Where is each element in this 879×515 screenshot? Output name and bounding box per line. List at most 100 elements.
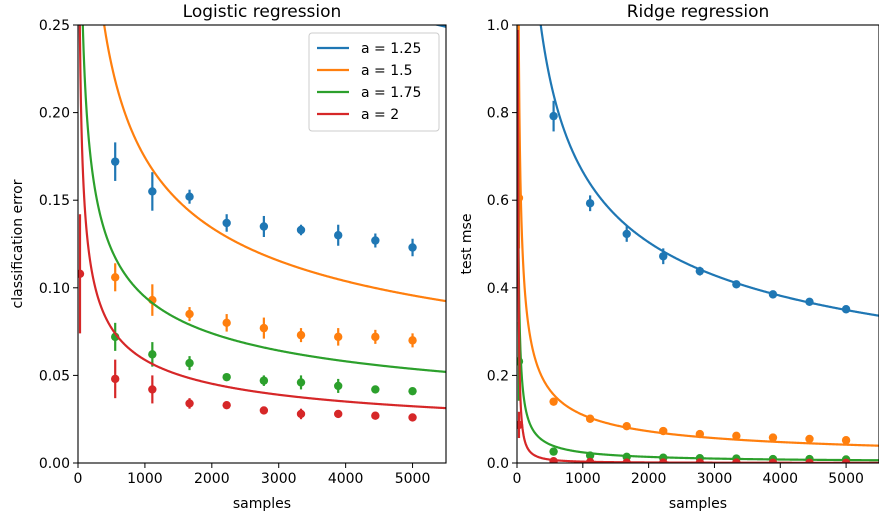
data-point-series-3-0 bbox=[517, 420, 524, 430]
y-tick-label: 0.05 bbox=[39, 368, 70, 384]
data-point-series-3-3 bbox=[185, 399, 194, 408]
data-point-series-2-7 bbox=[371, 385, 380, 394]
data-point-series-1-4 bbox=[259, 323, 269, 333]
y-axis-label: classification error bbox=[10, 179, 26, 308]
data-point-series-3-3 bbox=[622, 458, 631, 463]
legend-label-series-0: a = 1.25 bbox=[361, 41, 421, 57]
chart-title: Logistic regression bbox=[183, 2, 342, 22]
data-point-series-3-0 bbox=[78, 269, 85, 278]
data-point-series-0-8 bbox=[841, 305, 851, 314]
data-point-series-0-7 bbox=[805, 297, 814, 307]
plot-area bbox=[78, 25, 446, 422]
data-point-series-3-6 bbox=[732, 458, 741, 463]
fit-curve-series-1 bbox=[517, 25, 879, 447]
data-point-series-0-1 bbox=[585, 199, 595, 208]
data-point-series-2-4 bbox=[259, 376, 269, 385]
data-point-series-2-2 bbox=[585, 451, 595, 460]
data-point-series-0-2 bbox=[622, 229, 631, 239]
data-point-series-0-6 bbox=[768, 290, 778, 299]
data-point-series-2-2 bbox=[185, 358, 194, 368]
x-axis-label: samples bbox=[233, 496, 291, 512]
ridge-regression-panel: 0 1000 2000 3000 4000 5000 0.0 0.2 0.4 0.6 0.8 1.0 R… bbox=[459, 2, 879, 512]
x-tick-label: 0 bbox=[74, 471, 83, 487]
x-tick-label: 3000 bbox=[261, 471, 297, 487]
legend-label-series-2: a = 1.75 bbox=[361, 85, 421, 101]
y-tick-label: 0.0 bbox=[487, 456, 509, 472]
data-point-series-2-1 bbox=[148, 350, 157, 359]
data-point-series-1-4 bbox=[659, 426, 668, 436]
plot-area bbox=[517, 25, 879, 463]
data-point-series-0-4 bbox=[695, 266, 705, 276]
legend-label-series-1: a = 1.5 bbox=[361, 63, 412, 79]
y-tick-label: 0.25 bbox=[39, 18, 70, 34]
x-tick-label: 2000 bbox=[194, 471, 230, 487]
data-point-series-1-6 bbox=[732, 431, 741, 441]
y-tick-label: 1.0 bbox=[487, 18, 509, 34]
data-point-series-0-7 bbox=[371, 236, 380, 245]
data-point-series-3-2 bbox=[585, 457, 595, 463]
data-point-series-0-3 bbox=[222, 218, 231, 228]
data-point-series-1-7 bbox=[371, 332, 380, 342]
y-tick-label: 0.2 bbox=[487, 368, 509, 384]
x-tick-label: 2000 bbox=[631, 471, 667, 487]
data-point-series-1-8 bbox=[408, 336, 417, 345]
legend: a = 1.25 a = 1.5 a = 1.75 a = 2 bbox=[308, 32, 440, 132]
data-point-series-1-2 bbox=[185, 309, 194, 319]
x-tick-label: 4000 bbox=[762, 471, 798, 487]
data-point-series-1-8 bbox=[805, 434, 814, 444]
y-tick-label: 0.10 bbox=[39, 281, 70, 297]
data-point-series-1-1 bbox=[549, 397, 558, 406]
legend-label-series-3: a = 2 bbox=[361, 107, 399, 123]
data-point-series-3-8 bbox=[805, 458, 814, 463]
y-tick-label: 0.4 bbox=[487, 281, 509, 297]
data-point-series-3-1 bbox=[549, 457, 558, 463]
x-axis-label: samples bbox=[669, 496, 727, 512]
data-point-series-3-7 bbox=[768, 458, 778, 463]
axes-frame bbox=[77, 24, 447, 464]
y-tick-label: 0.15 bbox=[39, 193, 70, 209]
data-point-series-1-5 bbox=[296, 330, 306, 340]
legend-box bbox=[308, 32, 440, 132]
data-point-series-2-1 bbox=[549, 447, 558, 456]
data-point-series-3-4 bbox=[659, 458, 668, 463]
data-point-series-0-4 bbox=[259, 222, 269, 231]
data-point-series-1-0 bbox=[111, 273, 120, 282]
data-point-series-3-9 bbox=[408, 413, 417, 422]
data-point-series-0-5 bbox=[296, 225, 306, 235]
data-point-series-0-1 bbox=[148, 187, 157, 196]
data-point-series-3-9 bbox=[841, 458, 851, 463]
y-tick-label: 0.8 bbox=[487, 106, 509, 122]
x-tick-label: 5000 bbox=[828, 471, 864, 487]
y-tick-label: 0.00 bbox=[39, 456, 70, 472]
data-point-series-2-6 bbox=[334, 381, 343, 391]
data-point-series-3-6 bbox=[296, 409, 306, 419]
x-tick-label: 1000 bbox=[127, 471, 163, 487]
data-point-series-2-8 bbox=[408, 386, 417, 396]
fit-curve-series-3 bbox=[517, 30, 879, 463]
logistic-regression-panel: 0 1000 2000 3000 4000 5000 0.00 0.05 0.10 0.15 0.2… bbox=[10, 2, 447, 512]
data-point-series-1-6 bbox=[334, 332, 343, 342]
data-point-series-0-5 bbox=[732, 280, 741, 289]
data-point-series-0-6 bbox=[334, 231, 343, 240]
data-point-series-1-5 bbox=[695, 429, 705, 439]
data-point-series-1-3 bbox=[222, 318, 231, 328]
fit-curve-series-1 bbox=[103, 25, 446, 303]
data-point-series-3-5 bbox=[695, 458, 705, 463]
data-point-series-1-7 bbox=[768, 433, 778, 442]
x-tick-label: 3000 bbox=[697, 471, 733, 487]
data-point-series-1-3 bbox=[622, 422, 631, 431]
x-tick-label: 0 bbox=[513, 471, 522, 487]
data-point-series-0-0 bbox=[111, 157, 120, 166]
axes-frame bbox=[516, 24, 879, 464]
data-point-series-0-3 bbox=[659, 252, 668, 261]
x-tick-label: 5000 bbox=[395, 471, 431, 487]
fit-curve-series-2 bbox=[81, 25, 446, 373]
data-point-series-2-3 bbox=[222, 372, 231, 382]
data-point-series-0-2 bbox=[185, 192, 194, 201]
data-point-series-1-2 bbox=[585, 414, 595, 423]
data-point-series-3-7 bbox=[334, 409, 343, 419]
y-tick-label: 0.20 bbox=[39, 106, 70, 122]
data-point-series-3-4 bbox=[222, 400, 231, 410]
data-point-series-1-9 bbox=[841, 436, 851, 445]
